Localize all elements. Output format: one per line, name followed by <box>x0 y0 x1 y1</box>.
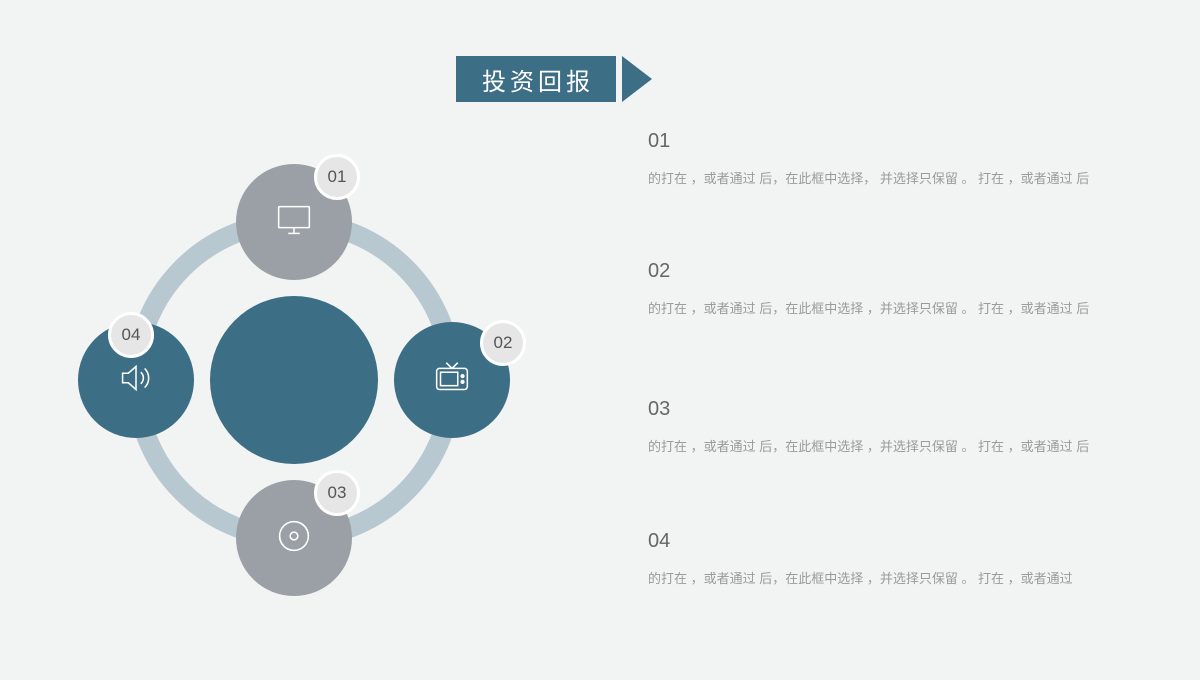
disc-icon <box>271 513 317 564</box>
speaker-icon <box>113 355 159 406</box>
item-04-desc: 的打在 ，或者通过 后，在此框中选择 ，并选择只保留 。 打在 ，或者通过 <box>648 567 1128 590</box>
node-01-badge: 01 <box>314 154 360 200</box>
item-03-desc: 的打在 ，或者通过 后，在此框中选择 ，并选择只保留 。 打在 ，或者通过 后 <box>648 435 1128 458</box>
item-04-num: 04 <box>648 530 1128 553</box>
diagram-center-disc <box>210 296 378 464</box>
item-01: 01 的打在 ，或者通过 后，在此框中选择， 并选择只保留 。 打在 ，或者通过… <box>648 130 1128 190</box>
item-02-num: 02 <box>648 260 1128 283</box>
title-arrow-icon <box>622 56 652 102</box>
item-03-num: 03 <box>648 398 1128 421</box>
node-03-badge: 03 <box>314 470 360 516</box>
title-text: 投资回报 <box>456 56 616 102</box>
title-banner: 投资回报 <box>456 56 652 102</box>
item-01-num: 01 <box>648 130 1128 153</box>
item-03: 03 的打在 ，或者通过 后，在此框中选择 ，并选择只保留 。 打在 ，或者通过… <box>648 398 1128 458</box>
item-02: 02 的打在 ，或者通过 后，在此框中选择 ，并选择只保留 。 打在 ，或者通过… <box>648 260 1128 320</box>
item-01-desc: 的打在 ，或者通过 后，在此框中选择， 并选择只保留 。 打在 ，或者通过 后 <box>648 167 1128 190</box>
node-02-badge-label: 02 <box>494 333 513 353</box>
monitor-icon <box>271 197 317 248</box>
item-04: 04 的打在 ，或者通过 后，在此框中选择 ，并选择只保留 。 打在 ，或者通过 <box>648 530 1128 590</box>
node-02-badge: 02 <box>480 320 526 366</box>
node-03-badge-label: 03 <box>328 483 347 503</box>
node-04-badge-label: 04 <box>122 325 141 345</box>
node-04-badge: 04 <box>108 312 154 358</box>
tv-icon <box>429 355 475 406</box>
item-02-desc: 的打在 ，或者通过 后，在此框中选择 ，并选择只保留 。 打在 ，或者通过 后 <box>648 297 1128 320</box>
node-01-badge-label: 01 <box>328 167 347 187</box>
slide-canvas: 投资回报 01 02 <box>0 0 1200 680</box>
